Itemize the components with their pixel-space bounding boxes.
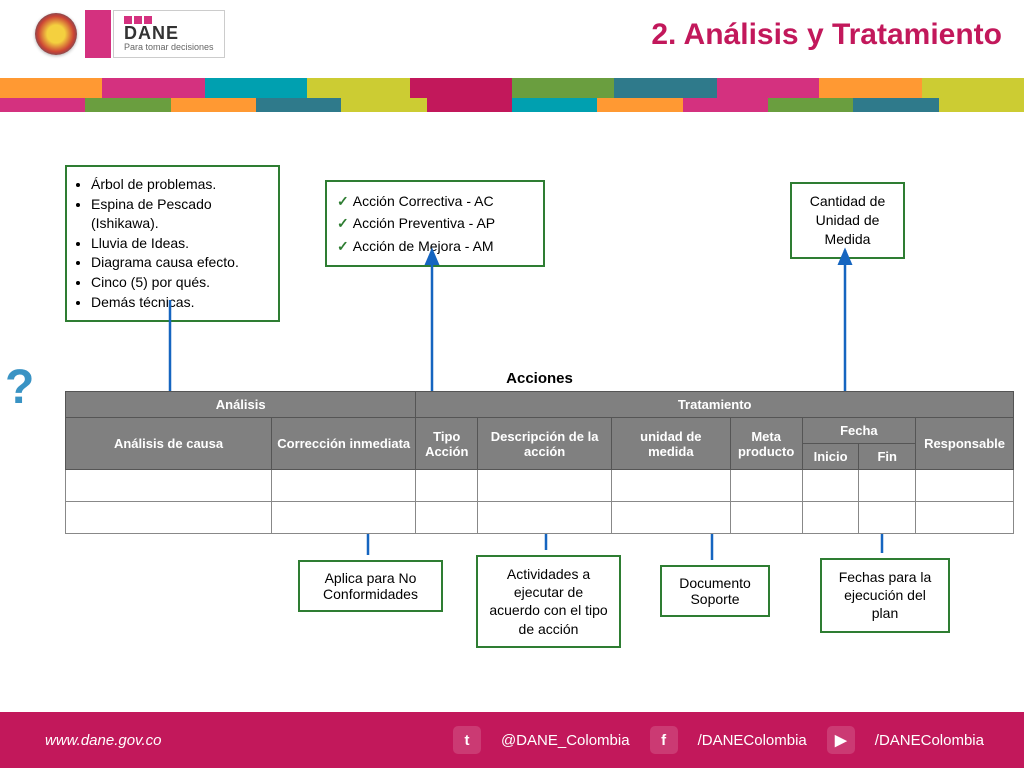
slide-footer: www.dane.gov.co t @DANE_Colombia f /DANE…	[0, 712, 1024, 768]
th-group-tratamiento: Tratamiento	[416, 392, 1014, 418]
th-meta: Meta producto	[730, 418, 802, 470]
th-correccion: Corrección inmediata	[272, 418, 416, 470]
footer-social: t @DANE_Colombia f /DANEColombia ▶ /DANE…	[453, 726, 984, 754]
footer-url: www.dane.gov.co	[45, 732, 161, 749]
facebook-handle: /DANEColombia	[698, 732, 807, 749]
th-analisis: Análisis de causa	[66, 418, 272, 470]
th-descripcion: Descripción de la acción	[478, 418, 612, 470]
th-tipo: Tipo Acción	[416, 418, 478, 470]
table-super-header: Acciones	[65, 370, 1014, 387]
th-unidad: unidad de medida	[612, 418, 731, 470]
table-row	[66, 502, 1014, 534]
youtube-icon: ▶	[827, 726, 855, 754]
facebook-icon: f	[650, 726, 678, 754]
th-fecha: Fecha	[802, 418, 915, 444]
actions-table: Acciones Análisis Tratamiento Análisis d…	[65, 370, 1014, 534]
th-fin: Fin	[859, 444, 916, 470]
twitter-handle: @DANE_Colombia	[501, 732, 630, 749]
th-inicio: Inicio	[802, 444, 859, 470]
youtube-handle: /DANEColombia	[875, 732, 984, 749]
th-responsable: Responsable	[916, 418, 1014, 470]
table-row	[66, 470, 1014, 502]
th-group-analisis: Análisis	[66, 392, 416, 418]
twitter-icon: t	[453, 726, 481, 754]
